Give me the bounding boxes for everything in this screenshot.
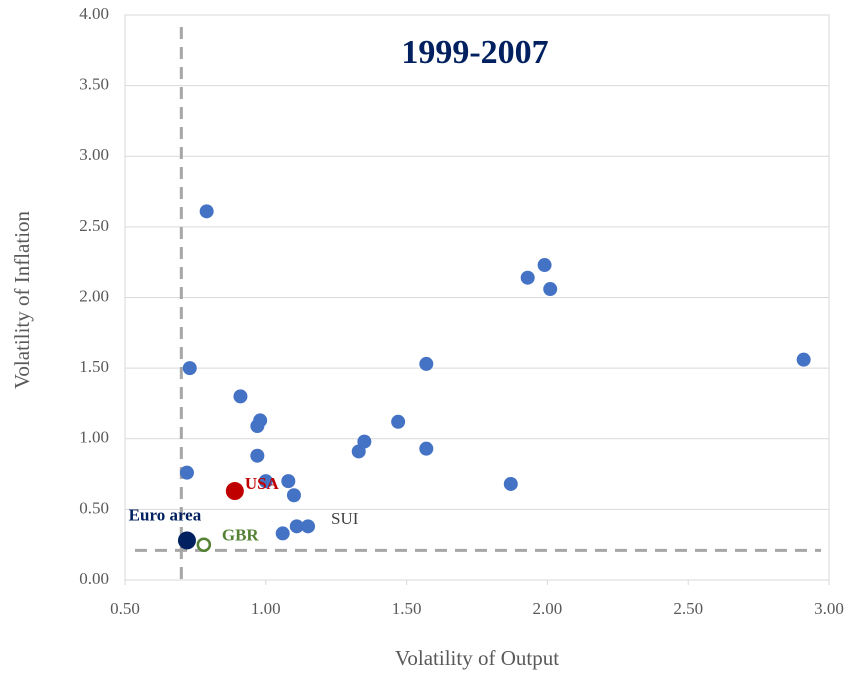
y-tick-label: 0.00 (79, 569, 109, 588)
point (796, 352, 811, 367)
point (301, 519, 316, 534)
y-tick-label: 1.50 (79, 357, 109, 376)
point (286, 488, 301, 503)
x-tick-label: 2.50 (673, 599, 703, 618)
point (250, 448, 265, 463)
y-tick-label: 3.50 (79, 75, 109, 94)
y-tick-label: 1.00 (79, 428, 109, 447)
point-label: GBR (222, 526, 260, 545)
point (177, 531, 196, 550)
point (258, 474, 273, 489)
y-axis-label: Volatility of Inflation (10, 210, 34, 389)
point-label: Euro area (129, 505, 202, 524)
y-tick-label: 2.50 (79, 216, 109, 235)
x-tick-label: 1.50 (392, 599, 422, 618)
point (537, 258, 552, 273)
point (289, 519, 304, 534)
point (179, 465, 194, 480)
x-axis-label: Volatility of Output (395, 646, 559, 670)
annotation: SUI (331, 509, 359, 528)
point (543, 282, 558, 297)
point (233, 389, 248, 404)
point-label: USA (245, 474, 280, 493)
point (182, 361, 197, 376)
point (357, 434, 372, 449)
point (281, 474, 296, 489)
y-tick-label: 4.00 (79, 4, 109, 23)
x-tick-label: 0.50 (110, 599, 140, 618)
x-tick-label: 1.00 (251, 599, 281, 618)
point (196, 537, 212, 552)
x-tick-label: 2.00 (533, 599, 563, 618)
point (419, 441, 434, 456)
point (225, 482, 244, 501)
point (520, 270, 535, 285)
point (503, 476, 518, 491)
y-tick-label: 2.00 (79, 286, 109, 305)
x-tick-label: 3.00 (814, 599, 844, 618)
point (275, 526, 290, 541)
point (250, 419, 265, 434)
y-tick-label: 3.00 (79, 145, 109, 164)
point (419, 356, 434, 371)
point (199, 204, 214, 219)
y-tick-label: 0.50 (79, 498, 109, 517)
chart-title: 1999-2007 (401, 34, 548, 71)
point (391, 414, 406, 429)
